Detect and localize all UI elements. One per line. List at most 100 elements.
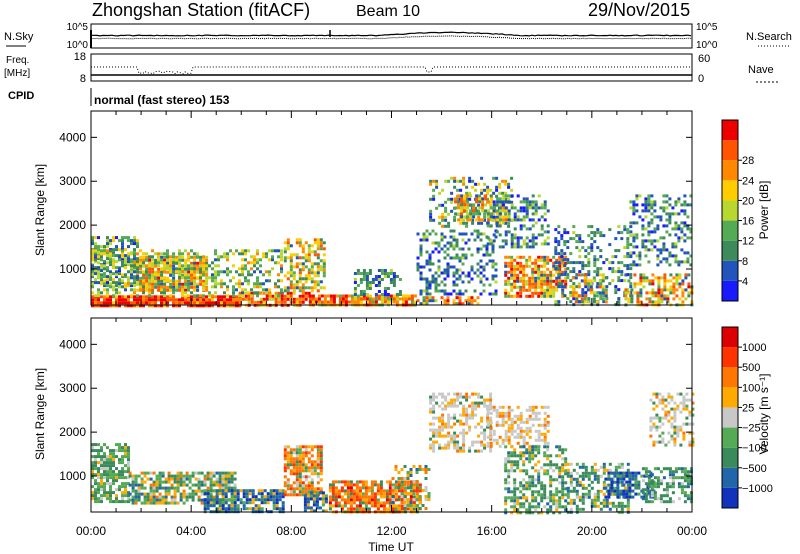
- velocity-cell: [188, 477, 192, 481]
- power-cell: [259, 270, 262, 274]
- velocity-cell: [373, 483, 377, 487]
- power-cell: [130, 284, 133, 288]
- power-cell: [455, 244, 459, 248]
- power-cell: [629, 243, 633, 247]
- power-cell: [561, 264, 565, 268]
- power-cell: [374, 297, 378, 301]
- power-cell: [604, 300, 608, 304]
- power-cell: [133, 304, 136, 308]
- power-cell: [463, 200, 467, 204]
- velocity-cell: [531, 423, 535, 427]
- power-cell: [626, 264, 630, 268]
- power-cell: [193, 304, 196, 308]
- power-cell: [623, 264, 627, 268]
- power-cell: [121, 252, 124, 256]
- velocity-cell: [537, 493, 541, 497]
- power-cell: [689, 230, 693, 234]
- power-cell: [461, 262, 465, 266]
- power-cell: [94, 249, 97, 253]
- power-cell: [434, 289, 438, 293]
- power-cell: [211, 298, 214, 302]
- power-cell: [668, 197, 672, 201]
- power-cell: [208, 276, 211, 280]
- velocity-cell: [483, 401, 487, 405]
- velocity-cell: [91, 473, 94, 477]
- power-cell: [635, 233, 639, 237]
- power-cell: [677, 197, 681, 201]
- velocity-cell: [525, 451, 529, 455]
- velocity-cell: [590, 471, 594, 475]
- velocity-cell: [543, 469, 547, 473]
- power-cell: [317, 300, 321, 304]
- velocity-cell: [453, 446, 457, 450]
- power-cell: [678, 285, 682, 289]
- velocity-cell: [513, 420, 517, 424]
- power-cell: [289, 286, 293, 290]
- power-cell: [623, 279, 627, 283]
- power-cell: [534, 279, 538, 283]
- power-colorbar-frame: [721, 119, 739, 302]
- velocity-cell: [403, 501, 407, 504]
- velocity-cell: [310, 445, 314, 449]
- power-cell: [473, 229, 477, 233]
- velocity-cell: [468, 416, 472, 420]
- velocity-cell: [537, 478, 541, 482]
- velocity-cell: [306, 497, 310, 501]
- power-cell: [492, 191, 496, 195]
- power-cell: [601, 288, 605, 292]
- power-cell: [507, 182, 511, 186]
- power-cell: [564, 282, 568, 286]
- power-cell: [425, 296, 429, 300]
- power-cell: [467, 296, 471, 300]
- velocity-cell: [313, 466, 317, 470]
- power-cell: [476, 235, 480, 239]
- power-cell: [578, 237, 582, 241]
- power-cell: [510, 245, 514, 249]
- power-cell: [489, 194, 493, 198]
- power-cell: [546, 294, 550, 298]
- power-cell: [289, 253, 293, 257]
- power-cell: [476, 296, 480, 300]
- velocity-cell: [453, 434, 457, 438]
- velocity-cell: [321, 494, 325, 498]
- velocity-cell: [283, 490, 287, 494]
- velocity-cell: [444, 443, 448, 447]
- power-cell: [586, 279, 590, 283]
- power-cell: [289, 283, 293, 287]
- power-cell: [374, 284, 378, 287]
- count-panel: N.Sky 10^5 10^0 10^5 10^0 N.Search: [4, 22, 792, 51]
- velocity-cell: [364, 501, 368, 505]
- power-cell: [537, 218, 541, 222]
- power-cell: [546, 282, 550, 286]
- power-cell: [223, 301, 226, 305]
- power-cell: [660, 297, 664, 301]
- velocity-cell: [468, 446, 472, 450]
- power-cell: [322, 241, 326, 245]
- velocity-cell: [572, 498, 576, 502]
- power-cell: [678, 273, 682, 277]
- velocity-cell: [537, 411, 541, 415]
- power-cell: [389, 272, 393, 275]
- power-cell: [386, 275, 390, 278]
- velocity-cell: [131, 474, 135, 478]
- power-cell: [416, 268, 420, 272]
- velocity-cell: [432, 431, 436, 435]
- velocity-cell: [236, 492, 240, 496]
- power-cell: [492, 200, 496, 204]
- power-cell: [395, 293, 399, 296]
- power-cell: [489, 206, 493, 210]
- power-cell: [211, 304, 214, 308]
- power-cell: [196, 252, 199, 256]
- power-cell: [598, 279, 602, 283]
- velocity-cell: [522, 478, 526, 482]
- velocity-cell: [109, 500, 112, 504]
- velocity-cell: [581, 483, 585, 487]
- power-cell: [437, 289, 441, 293]
- velocity-cell: [91, 485, 94, 489]
- power-cell: [647, 194, 651, 198]
- power-cell: [668, 203, 672, 207]
- power-cell: [522, 276, 526, 280]
- velocity-cell: [549, 460, 553, 464]
- nave-trace: [91, 66, 691, 75]
- velocity-cell: [549, 496, 553, 500]
